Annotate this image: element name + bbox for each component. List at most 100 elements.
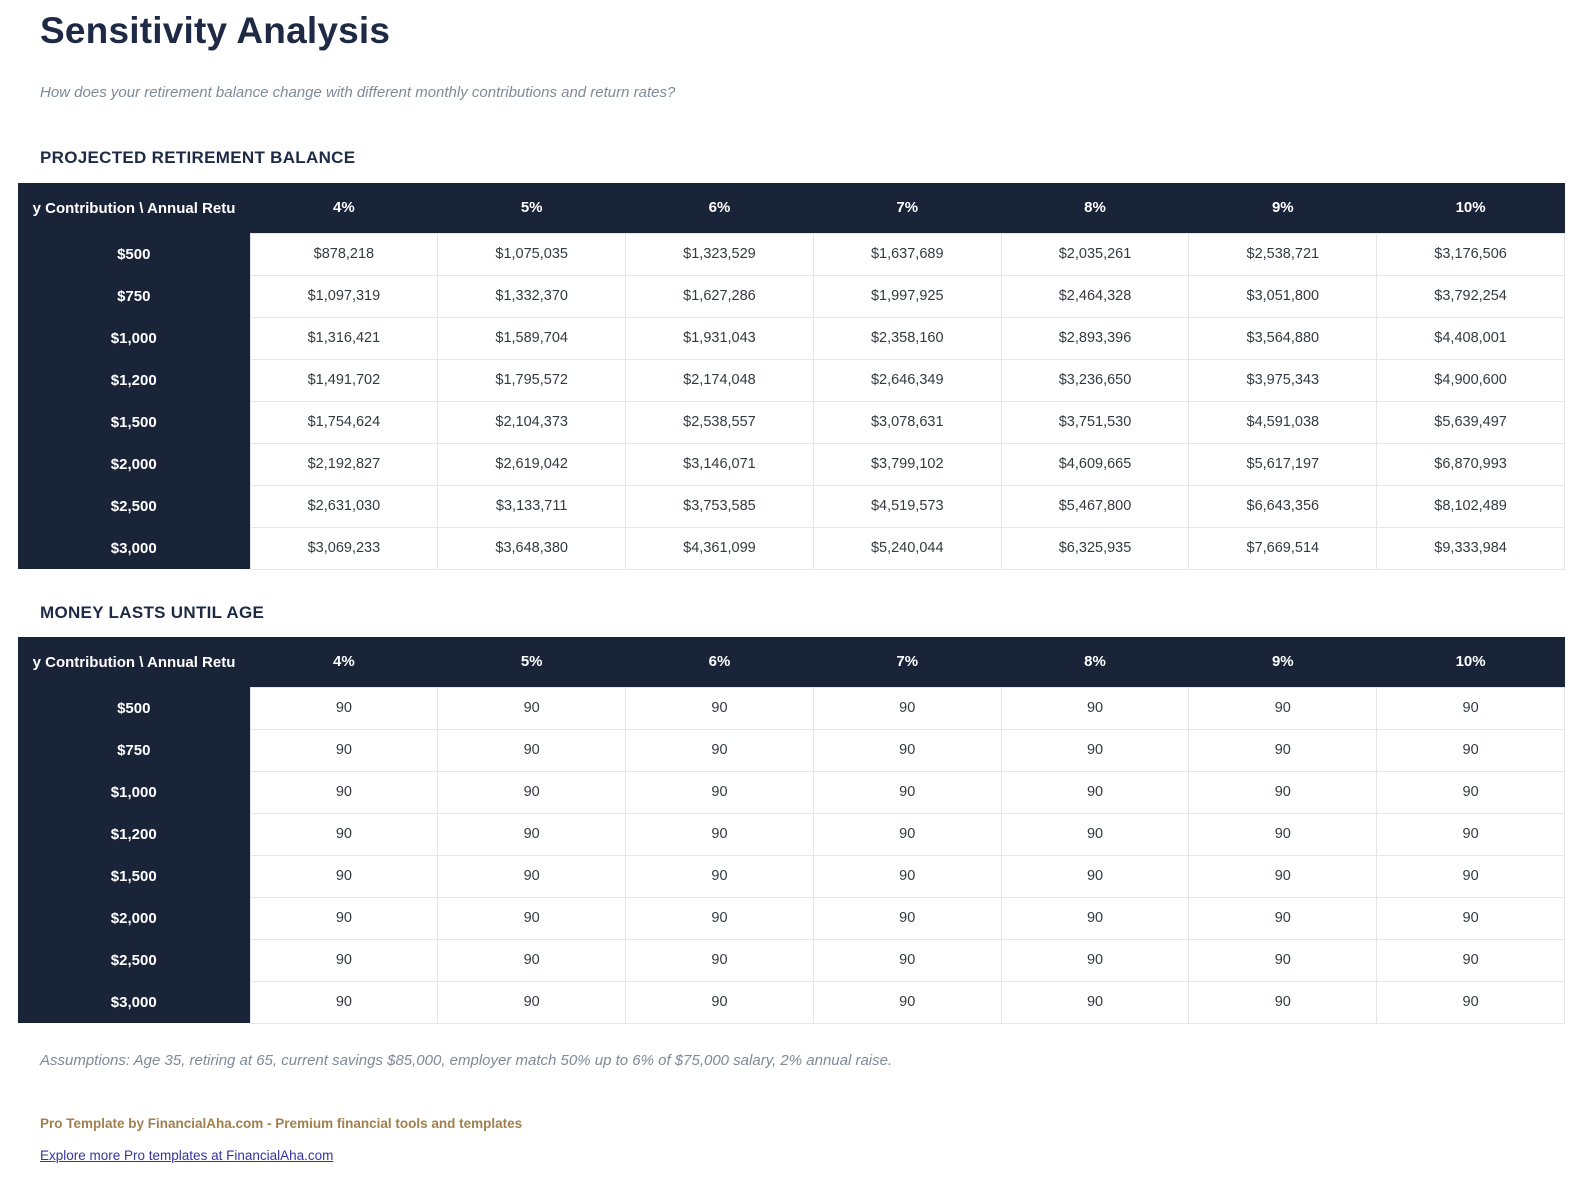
balance-value-cell: $5,617,197	[1188, 442, 1378, 486]
header-row: y Contribution \ Annual Retu 4% 5% 6% 7% 8% 9%…	[18, 183, 1565, 233]
balance-value-cell: $5,639,497	[1376, 400, 1565, 444]
contribution-row-label: $750	[18, 729, 250, 771]
age-value-cell: 90	[1000, 812, 1190, 856]
age-value-cell: 90	[1188, 728, 1378, 772]
age-value-cell: 90	[1188, 686, 1378, 730]
projected-balance-table: y Contribution \ Annual Retu 4% 5% 6% 7% 8% 9%…	[18, 183, 1565, 570]
balance-value-cell: $3,799,102	[812, 442, 1002, 486]
balance-value-cell: $6,325,935	[1000, 526, 1190, 570]
age-value-cell: 90	[625, 812, 814, 856]
balance-value-cell: $2,192,827	[249, 442, 439, 486]
age-value-cell: 90	[437, 770, 627, 814]
balance-value-cell: $1,075,035	[437, 232, 627, 276]
balance-value-cell: $2,646,349	[812, 358, 1002, 402]
age-value-cell: 90	[1376, 896, 1565, 940]
contribution-row-label: $500	[18, 687, 250, 729]
brand-line: Pro Template by FinancialAha.com - Premi…	[40, 1116, 523, 1131]
age-value-cell: 90	[1000, 896, 1190, 940]
age-value-cell: 90	[249, 686, 439, 730]
age-value-cell: 90	[812, 980, 1002, 1024]
balance-value-cell: $7,669,514	[1188, 526, 1378, 570]
balance-value-cell: $3,753,585	[625, 484, 814, 528]
balance-value-cell: $8,102,489	[1376, 484, 1565, 528]
contribution-row-label: $1,000	[18, 317, 250, 359]
age-value-cell: 90	[812, 728, 1002, 772]
age-value-cell: 90	[625, 686, 814, 730]
age-value-cell: 90	[1188, 770, 1378, 814]
age-value-cell: 90	[1188, 980, 1378, 1024]
balance-value-cell: $1,316,421	[249, 316, 439, 360]
balance-value-cell: $4,591,038	[1188, 400, 1378, 444]
table-row: $2,000 $2,192,827 $2,619,042 $3,146,071 $3,7…	[18, 442, 1565, 486]
age-value-cell: 90	[1000, 854, 1190, 898]
balance-value-cell: $3,146,071	[625, 442, 814, 486]
age-value-cell: 90	[249, 770, 439, 814]
contribution-row-label: $1,000	[18, 771, 250, 813]
age-value-cell: 90	[437, 812, 627, 856]
balance-value-cell: $2,174,048	[625, 358, 814, 402]
age-value-cell: 90	[437, 938, 627, 982]
contribution-row-label: $3,000	[18, 981, 250, 1023]
explore-templates-link[interactable]: Explore more Pro templates at FinancialA…	[40, 1148, 334, 1163]
age-value-cell: 90	[625, 728, 814, 772]
age-value-cell: 90	[1188, 896, 1378, 940]
table-row: $2,500 90 90 90 90 90 90 90	[18, 938, 1565, 982]
balance-value-cell: $3,133,711	[437, 484, 627, 528]
section-heading-money-lasts: MONEY LASTS UNTIL AGE	[40, 603, 265, 622]
table-row: $750 90 90 90 90 90 90 90	[18, 728, 1565, 772]
contribution-row-label: $2,500	[18, 939, 250, 981]
contribution-row-label: $1,200	[18, 359, 250, 401]
age-value-cell: 90	[812, 812, 1002, 856]
table-row: $2,500 $2,631,030 $3,133,711 $3,753,585 $4,5…	[18, 484, 1565, 528]
age-value-cell: 90	[1376, 980, 1565, 1024]
balance-value-cell: $2,631,030	[249, 484, 439, 528]
money-lasts-table: y Contribution \ Annual Retu 4% 5% 6% 7% 8% 9%…	[18, 637, 1565, 1024]
balance-value-cell: $1,754,624	[249, 400, 439, 444]
rate-column-header: 7%	[813, 637, 1002, 687]
table-row: $1,200 90 90 90 90 90 90 90	[18, 812, 1565, 856]
rate-column-header: 6%	[625, 637, 814, 687]
age-value-cell: 90	[1376, 938, 1565, 982]
balance-value-cell: $3,078,631	[812, 400, 1002, 444]
balance-value-cell: $1,997,925	[812, 274, 1002, 318]
balance-value-cell: $1,323,529	[625, 232, 814, 276]
table-row: $500 $878,218 $1,075,035 $1,323,529 $1,637,6…	[18, 232, 1565, 276]
assumptions-note: Assumptions: Age 35, retiring at 65, cur…	[40, 1052, 893, 1069]
rate-column-header: 5%	[437, 183, 626, 233]
balance-value-cell: $1,332,370	[437, 274, 627, 318]
balance-value-cell: $6,870,993	[1376, 442, 1565, 486]
balance-value-cell: $3,792,254	[1376, 274, 1565, 318]
age-value-cell: 90	[1376, 728, 1565, 772]
age-value-cell: 90	[1376, 686, 1565, 730]
age-value-cell: 90	[437, 728, 627, 772]
table-row: $3,000 90 90 90 90 90 90 90	[18, 980, 1565, 1024]
age-value-cell: 90	[249, 938, 439, 982]
page-subtitle: How does your retirement balance change …	[40, 84, 676, 101]
age-value-cell: 90	[1376, 854, 1565, 898]
age-value-cell: 90	[625, 896, 814, 940]
contribution-row-label: $1,500	[18, 401, 250, 443]
table-row: $1,500 $1,754,624 $2,104,373 $2,538,557 $3,0…	[18, 400, 1565, 444]
balance-value-cell: $1,637,689	[812, 232, 1002, 276]
contribution-row-label: $2,000	[18, 897, 250, 939]
balance-value-cell: $1,795,572	[437, 358, 627, 402]
table-row: $500 90 90 90 90 90 90 90	[18, 686, 1565, 730]
age-value-cell: 90	[1188, 854, 1378, 898]
table-row: $3,000 $3,069,233 $3,648,380 $4,361,099 $5,2…	[18, 526, 1565, 570]
balance-value-cell: $4,519,573	[812, 484, 1002, 528]
balance-value-cell: $3,751,530	[1000, 400, 1190, 444]
table-row: $1,200 $1,491,702 $1,795,572 $2,174,048 $2,6…	[18, 358, 1565, 402]
balance-value-cell: $3,176,506	[1376, 232, 1565, 276]
balance-value-cell: $3,051,800	[1188, 274, 1378, 318]
rate-column-header: 8%	[1001, 183, 1189, 233]
balance-value-cell: $4,408,001	[1376, 316, 1565, 360]
rate-column-header: 10%	[1376, 637, 1565, 687]
balance-value-cell: $5,467,800	[1000, 484, 1190, 528]
contribution-row-label: $2,000	[18, 443, 250, 485]
age-value-cell: 90	[812, 854, 1002, 898]
balance-value-cell: $1,931,043	[625, 316, 814, 360]
age-value-cell: 90	[249, 812, 439, 856]
age-value-cell: 90	[1000, 686, 1190, 730]
age-value-cell: 90	[625, 980, 814, 1024]
balance-value-cell: $2,104,373	[437, 400, 627, 444]
